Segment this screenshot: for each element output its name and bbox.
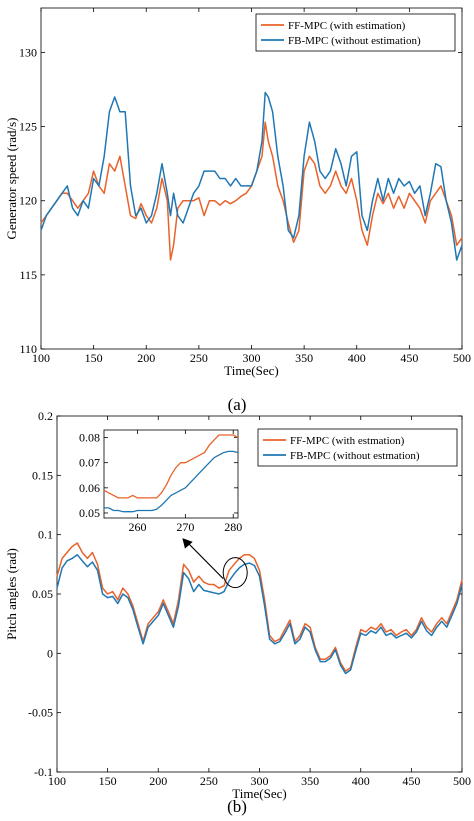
x-tick-label: 250: [190, 351, 208, 365]
y-tick-label: -0.05: [28, 706, 53, 720]
y-tick-label: 0.06: [79, 481, 100, 495]
x-tick-label: 300: [243, 351, 261, 365]
x-tick-label: 450: [400, 351, 418, 365]
x-tick-label: 500: [453, 774, 471, 788]
chart-a: 100 150 200 250 300 350 400 450 500 110 115 120 125 1…: [4, 7, 471, 378]
x-tick-label: 400: [348, 351, 366, 365]
y-axis-label: Pitch angles (rad): [4, 548, 19, 640]
zoom-arrow: [187, 542, 224, 580]
x-tick-label: 350: [301, 774, 319, 788]
y-tick-label: 0.05: [79, 506, 100, 520]
x-tick-label: 260: [129, 520, 147, 534]
x-tick-label: 250: [200, 774, 218, 788]
series-line-1: [104, 450, 239, 513]
y-tick-label: 115: [19, 268, 37, 282]
plot-area: [40, 7, 463, 350]
y-tick-label: 130: [19, 45, 37, 59]
y-tick-label: 110: [19, 342, 37, 356]
y-tick-label: 0.15: [32, 468, 53, 482]
x-tick-label: 280: [224, 520, 242, 534]
x-tick-label: 450: [402, 774, 420, 788]
series-line-1: [40, 91, 463, 261]
x-tick-label: 350: [295, 351, 313, 365]
y-axis-label: Generator speed (rad/s): [4, 118, 19, 240]
inset-chart: 260 270 280 0.05 0.06 0.07 0.08: [79, 429, 242, 534]
caption-a: (a): [228, 395, 247, 414]
legend-box: [257, 428, 458, 467]
legend-label-0: FF-MPC (with estmation): [290, 435, 405, 447]
x-tick-label: 100: [48, 774, 66, 788]
legend-label-1: FB-MPC (without estimation): [288, 35, 421, 47]
chart-b: 100 150 200 250 300 350 400 450 500 -0.1 -0.05 0 0.0…: [4, 409, 471, 801]
y-tick-label: 0: [47, 646, 53, 660]
legend-label-0: FF-MPC (with estimation): [288, 20, 406, 32]
y-tick-label: 0.1: [38, 528, 53, 542]
y-tick-label: 0.2: [38, 409, 53, 423]
x-tick-label: 200: [137, 351, 155, 365]
x-tick-label: 150: [85, 351, 103, 365]
y-tick-label: 0.05: [32, 587, 53, 601]
legend-box: [255, 13, 456, 52]
series-line-0: [103, 434, 239, 499]
series-line-1: [56, 554, 463, 675]
legend-label-1: FB-MPC (without estmation): [290, 450, 420, 462]
y-tick-label: 0.08: [79, 431, 100, 445]
x-tick-label: 100: [32, 351, 50, 365]
x-tick-label: 150: [99, 774, 117, 788]
zoom-arrowhead: [182, 538, 193, 549]
x-tick-label: 300: [251, 774, 269, 788]
x-axis-label: Time(Sec): [232, 786, 286, 801]
series-line-0: [56, 542, 463, 672]
y-tick-label: 120: [19, 194, 37, 208]
x-tick-label: 400: [352, 774, 370, 788]
caption-b: (b): [227, 797, 247, 816]
plot-area: [103, 429, 239, 519]
x-axis-label: Time(Sec): [224, 363, 278, 378]
y-tick-label: -0.1: [34, 765, 53, 779]
x-tick-label: 270: [176, 520, 194, 534]
y-tick-label: 125: [19, 120, 37, 134]
x-tick-label: 500: [453, 351, 471, 365]
zoom-ellipse: [222, 557, 248, 589]
x-tick-label: 200: [149, 774, 167, 788]
y-tick-label: 0.07: [79, 456, 100, 470]
